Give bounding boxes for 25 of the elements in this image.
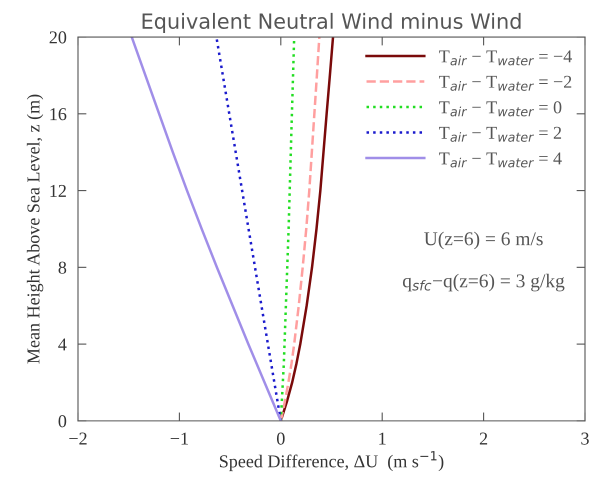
legend-label: T$_{air}$ − T$_{water}$ = −2 (439, 76, 572, 91)
x-tick-label: −1 (170, 432, 188, 445)
y-tick-label: 20 (50, 31, 66, 44)
x-tick-label: 1 (379, 432, 386, 445)
x-tick-label: 0 (276, 432, 285, 445)
x-tick-label: 2 (480, 432, 488, 445)
legend-label: T$_{air}$ − T$_{water}$ = 4 (439, 152, 562, 168)
line-series (130, 37, 282, 421)
legend-label: T$_{air}$ − T$_{water}$ = 0 (439, 101, 562, 116)
x-axis-title: Speed Difference, ΔU (m s$^{−1}$) (220, 451, 444, 472)
line-series (280, 37, 321, 421)
y-axis-title: Mean Height Above Sea Level, z (m) (26, 94, 44, 364)
legend-label: T$_{air}$ − T$_{water}$ = 2 (439, 126, 562, 142)
annotation: U(z=6) = 6 m/s (424, 232, 543, 250)
x-tick-label: 3 (581, 432, 589, 445)
y-tick-label: 0 (58, 415, 66, 428)
y-tick-label: 16 (50, 108, 66, 120)
y-tick-label: 4 (58, 338, 67, 350)
y-tick-label: 8 (58, 262, 66, 274)
legend-label: T$_{air}$ − T$_{water}$ = −4 (439, 50, 572, 66)
y-tick-label: 12 (50, 184, 66, 197)
x-tick-label: −2 (69, 432, 87, 445)
chart-title: Equivalent Neutral Wind minus Wind (142, 12, 521, 34)
annotation: q$_{sfc}$−q(z=6) = 3 g/kg (402, 274, 564, 292)
line-series (280, 37, 334, 421)
